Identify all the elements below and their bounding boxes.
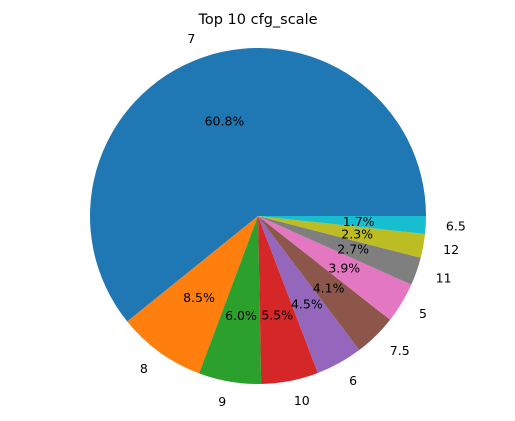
labels-layer: 7 60.8% 8 8.5% 9 6.0% 10 5.5% 6 4.5% 7.5 4.1% 5 3.9% 1… <box>140 31 466 409</box>
pie-slice-7 <box>90 48 426 322</box>
category-label-6-5: 6.5 <box>446 219 466 234</box>
percent-label-11: 2.7% <box>337 242 369 257</box>
pie-slice-8 <box>127 216 259 374</box>
category-label-7-5: 7.5 <box>390 343 410 358</box>
category-label-6: 6 <box>349 373 357 388</box>
slices-layer <box>90 48 427 384</box>
percent-label-6: 4.5% <box>291 297 323 312</box>
percent-label-6-5: 1.7% <box>343 214 375 229</box>
pie-slice-5 <box>258 216 412 320</box>
pie-slice-7-5 <box>258 216 391 351</box>
category-label-7: 7 <box>187 31 195 46</box>
category-label-9: 9 <box>218 394 226 409</box>
pie-slice-9 <box>199 216 262 384</box>
category-label-10: 10 <box>294 393 310 408</box>
percent-label-7: 60.8% <box>205 113 245 128</box>
percent-label-5: 3.9% <box>328 261 360 276</box>
pie-slice-6 <box>258 216 360 373</box>
category-label-11: 11 <box>436 271 452 286</box>
percent-label-8: 8.5% <box>183 290 215 305</box>
percent-label-9: 6.0% <box>225 308 257 323</box>
category-label-5: 5 <box>419 306 427 321</box>
chart-title: Top 10 cfg_scale <box>197 12 317 28</box>
pie-slice-6-5 <box>258 216 427 234</box>
category-label-12: 12 <box>443 242 459 257</box>
pie-slice-10 <box>258 216 318 384</box>
percent-label-10: 5.5% <box>261 307 293 322</box>
pie-slice-12 <box>258 216 426 258</box>
percent-label-12: 2.3% <box>341 226 373 241</box>
category-label-8: 8 <box>140 361 148 376</box>
pie-slice-11 <box>258 216 421 285</box>
percent-label-7-5: 4.1% <box>313 280 345 295</box>
